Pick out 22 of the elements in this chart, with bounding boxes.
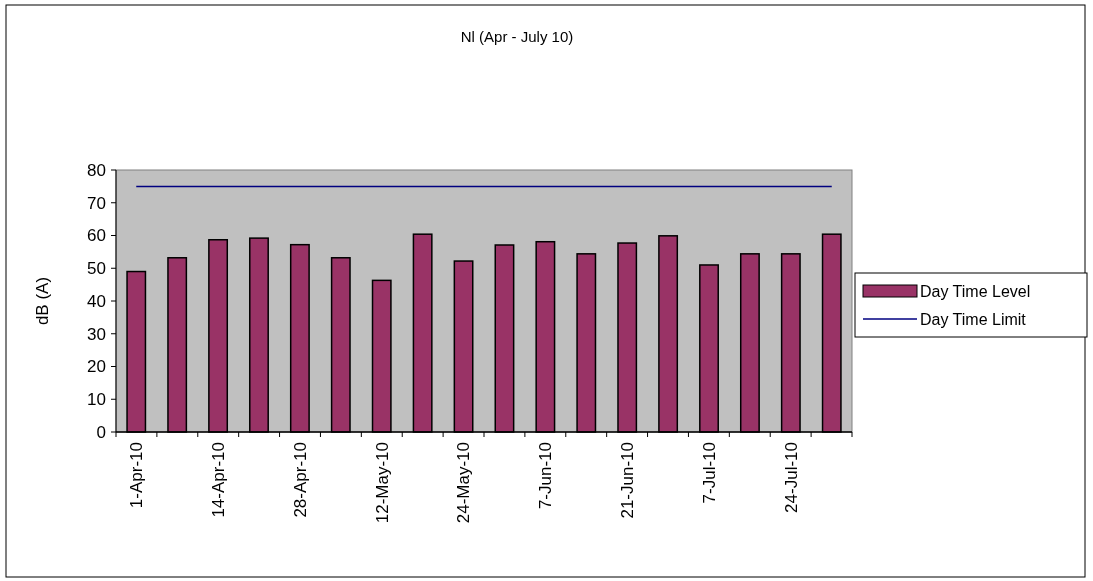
y-tick-label: 20 bbox=[87, 357, 106, 377]
x-tick-label: 1-Apr-10 bbox=[127, 442, 147, 509]
chart-title: Nl (Apr - July 10) bbox=[460, 28, 574, 45]
y-tick-label: 10 bbox=[87, 390, 106, 410]
x-tick-label: 24-Jul-10 bbox=[781, 442, 801, 513]
x-tick-label: 21-Jun-10 bbox=[618, 442, 638, 519]
y-tick-label: 70 bbox=[87, 193, 106, 213]
y-tick-label: 0 bbox=[96, 422, 106, 442]
x-tick-label: 24-May-10 bbox=[454, 442, 474, 524]
y-tick-label: 50 bbox=[87, 259, 106, 279]
legend-label: Day Time Limit bbox=[920, 310, 1027, 328]
y-axis-title: dB (A) bbox=[33, 276, 52, 326]
x-tick-label: 14-Apr-10 bbox=[209, 442, 229, 518]
y-tick-label: 40 bbox=[87, 291, 106, 311]
y-tick-label: 30 bbox=[87, 324, 106, 344]
x-tick-label: 7-Jul-10 bbox=[699, 442, 719, 504]
legend-label: Day Time Level bbox=[920, 282, 1031, 300]
y-tick-label: 80 bbox=[87, 160, 106, 180]
y-tick-label: 60 bbox=[87, 226, 106, 246]
x-tick-label: 28-Apr-10 bbox=[290, 442, 310, 518]
x-tick-label: 7-Jun-10 bbox=[536, 442, 556, 510]
x-tick-label: 12-May-10 bbox=[372, 442, 392, 524]
